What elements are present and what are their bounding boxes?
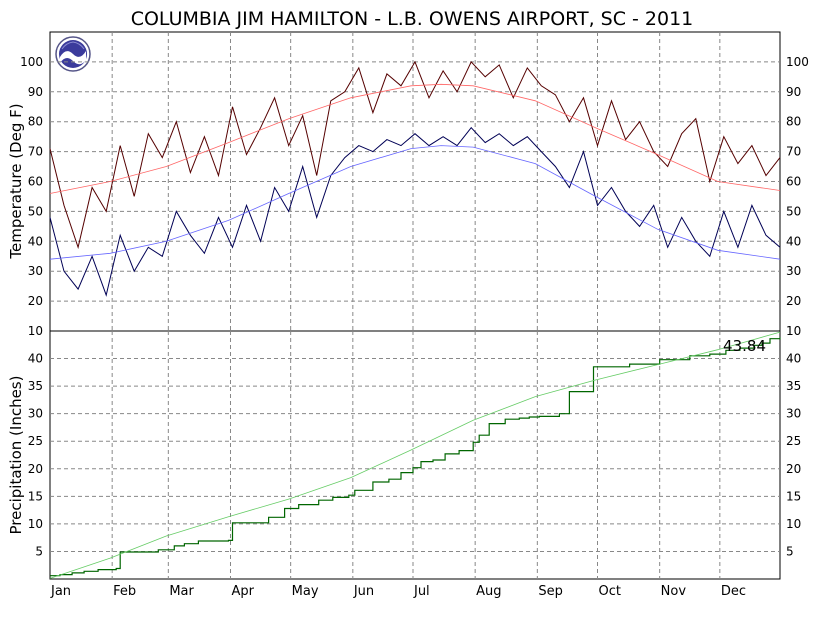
prec-tick-right-35: 35 — [786, 379, 801, 393]
month-label-dec: Dec — [721, 584, 746, 599]
precipitation-grid — [50, 331, 780, 579]
noaa-logo — [55, 36, 91, 72]
temp-tick-right-50: 50 — [786, 204, 801, 218]
precipitation-total-label: 43.84 — [723, 337, 766, 355]
month-label-may: May — [292, 584, 319, 599]
prec-tick-right-15: 15 — [786, 489, 801, 503]
temp-tick-right-60: 60 — [786, 175, 801, 189]
prec-tick-right-20: 20 — [786, 462, 801, 476]
temp-tick-left-40: 40 — [28, 234, 43, 248]
prec-tick-right-25: 25 — [786, 434, 801, 448]
prec-tick-left-5: 5 — [35, 544, 43, 558]
temperature-tick-labels: 10 10 20 20 30 30 40 40 50 50 60 60 70 70 80 80 90 90 100 1… — [20, 55, 809, 338]
series-normal-low — [49, 145, 781, 260]
temp-tick-left-70: 70 — [28, 145, 43, 159]
temperature-grid — [50, 32, 780, 331]
prec-tick-right-40: 40 — [786, 352, 801, 366]
temp-tick-right-10: 10 — [786, 324, 801, 338]
temp-tick-right-20: 20 — [786, 294, 801, 308]
prec-tick-left-30: 30 — [28, 407, 43, 421]
temp-tick-right-80: 80 — [786, 115, 801, 129]
temperature-panel: 10 10 20 20 30 30 40 40 50 50 60 60 70 70 80 80 90 90 100 1… — [7, 31, 809, 338]
temp-tick-left-10: 10 — [28, 324, 43, 338]
month-label-nov: Nov — [661, 584, 687, 599]
series-cumulative-observed — [50, 337, 781, 577]
month-label-jul: Jul — [413, 584, 430, 599]
temp-tick-left-100: 100 — [20, 55, 43, 69]
temp-tick-left-60: 60 — [28, 175, 43, 189]
month-label-feb: Feb — [113, 584, 136, 599]
series-normal-high — [49, 83, 781, 194]
precipitation-tick-labels: 5 5 10 10 15 15 20 20 25 25 30 30 35 35 40 40 — [28, 352, 802, 559]
month-label-mar: Mar — [169, 584, 194, 599]
precipitation-series — [49, 331, 781, 579]
temperature-axis-label: Temperature (Deg F) — [7, 103, 25, 259]
temp-tick-right-40: 40 — [786, 234, 801, 248]
prec-tick-left-25: 25 — [28, 434, 43, 448]
month-label-sep: Sep — [538, 584, 563, 599]
prec-tick-right-30: 30 — [786, 407, 801, 421]
prec-tick-right-10: 10 — [786, 517, 801, 531]
precipitation-plot-frame — [49, 330, 781, 580]
precipitation-panel: 5 5 10 10 15 15 20 20 25 25 30 30 35 35 40 40 Precipita… — [7, 330, 802, 580]
month-label-jun: Jun — [353, 584, 374, 599]
prec-tick-left-35: 35 — [28, 379, 43, 393]
temp-tick-right-90: 90 — [786, 85, 801, 99]
temp-tick-left-50: 50 — [28, 204, 43, 218]
precipitation-axis-label: Precipitation (Inches) — [7, 376, 25, 535]
temp-tick-right-70: 70 — [786, 145, 801, 159]
prec-tick-left-10: 10 — [28, 517, 43, 531]
temp-tick-left-20: 20 — [28, 294, 43, 308]
month-axis: Jan Feb Mar Apr May Jun Jul Aug Sep Oct Nov Dec — [50, 584, 746, 599]
temp-tick-right-100: 100 — [786, 55, 809, 69]
month-label-jan: Jan — [50, 584, 71, 599]
series-daily-high — [49, 60, 781, 250]
chart-title: COLUMBIA JIM HAMILTON - L.B. OWENS AIRPO… — [131, 8, 694, 30]
series-daily-low — [49, 126, 781, 297]
temp-tick-left-80: 80 — [28, 115, 43, 129]
series-cumulative-normal — [49, 331, 781, 579]
prec-tick-left-15: 15 — [28, 489, 43, 503]
temp-tick-right-30: 30 — [786, 264, 801, 278]
month-label-apr: Apr — [231, 584, 254, 599]
prec-tick-left-20: 20 — [28, 462, 43, 476]
prec-tick-left-40: 40 — [28, 352, 43, 366]
month-label-oct: Oct — [599, 584, 621, 599]
temp-tick-left-90: 90 — [28, 85, 43, 99]
temp-tick-left-30: 30 — [28, 264, 43, 278]
temperature-series — [49, 60, 781, 297]
prec-tick-right-5: 5 — [786, 544, 794, 558]
month-label-aug: Aug — [476, 584, 501, 599]
